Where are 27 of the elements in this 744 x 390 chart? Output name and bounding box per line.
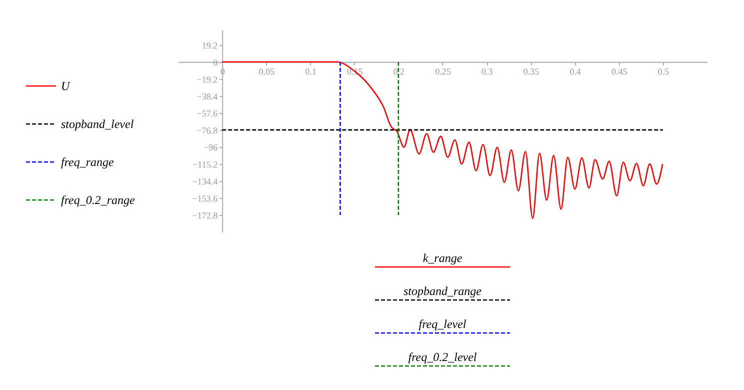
text: freq_level (418, 317, 467, 331)
x-tick-label: 0.05 (258, 66, 276, 76)
legend-label: stopband_level (61, 117, 134, 131)
x-tick-label: 0.1 (305, 66, 316, 76)
legend-label: freq_range (61, 155, 115, 169)
y-tick-label: −76.8 (196, 125, 218, 136)
text: freq_0.2_level (408, 350, 478, 364)
x-tick-label: 0.25 (435, 66, 452, 76)
y-tick-label: −115.2 (192, 159, 218, 170)
y-tick-label: −38.4 (196, 91, 218, 102)
y-tick-label: −96 (204, 142, 218, 152)
x-tick-label: 0.3 (481, 66, 494, 76)
x-tick-label: 0.45 (611, 66, 628, 76)
y-tick-label: −172.8 (192, 210, 218, 220)
y-tick-label: −153.6 (192, 193, 218, 204)
x-tick-label: 0.4 (570, 66, 582, 76)
y-tick-label: −19.2 (196, 74, 218, 84)
text: k_range (422, 251, 463, 265)
y-tick-label: 19.2 (202, 40, 218, 50)
text: stopband_range (404, 284, 482, 298)
y-tick-label: −134.4 (192, 176, 218, 186)
y-tick-label: −57.6 (196, 108, 218, 118)
legend-label: U (61, 79, 71, 93)
x-tick-label: 0.35 (523, 66, 540, 76)
x-tick-label: 0.5 (658, 66, 670, 76)
x-tick-label: 0.2 (393, 66, 405, 76)
legend-label: freq_0.2_range (61, 193, 136, 207)
